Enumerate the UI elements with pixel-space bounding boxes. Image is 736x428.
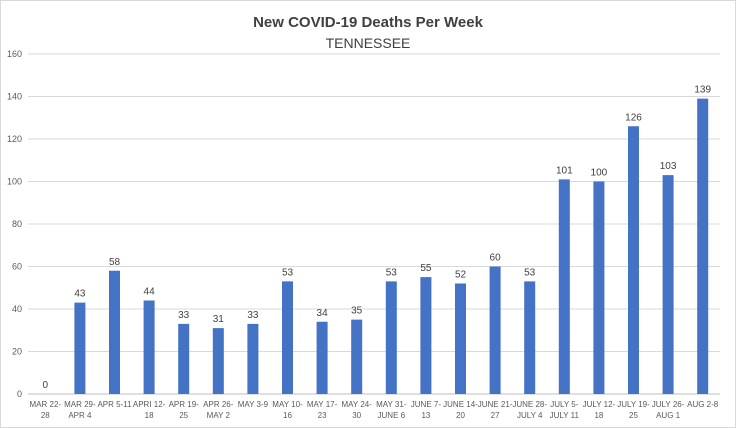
data-label: 43 [74,289,86,300]
chart-subtitle: TENNESSEE [325,35,411,51]
bar [109,270,120,394]
data-label: 53 [386,267,398,278]
data-labels: 0 43 58 44 33 31 33 53 34 35 53 55 52 60 53 101 100 126 10… [43,85,712,391]
x-tick-label: APR 26- [203,400,234,409]
x-tick-label: JUNE 28- [512,400,547,409]
bar [489,266,501,394]
bar [212,328,224,394]
bar [178,323,190,394]
chart-title: New COVID-19 Deaths Per Week [253,14,483,31]
x-tick-label: MAY 2 [207,411,231,420]
x-tick-label: JULY 11 [550,411,580,420]
y-tick-label: 160 [7,49,22,59]
x-tick-label: 18 [594,411,603,420]
y-axis: 0 20 40 60 80 100 120 140 160 [7,49,22,399]
bar [351,319,363,394]
x-tick-label: MAY 3-9 [238,400,269,409]
y-tick-label: 80 [12,219,22,229]
x-tick-label: JULY 5- [550,400,578,409]
bar [662,175,674,394]
y-tick-label: 100 [7,177,22,187]
bar [420,277,432,394]
data-label: 126 [625,112,642,123]
x-axis: MAR 22- 28 MAR 29- APR 4 APR 5-11 APRI 12- 18 A… [30,400,719,420]
x-tick-label: MAY 31- [376,400,407,409]
x-tick-label: APR 5-11 [97,400,132,409]
data-label: 31 [213,314,225,325]
gridlines [28,53,720,395]
x-tick-label: AUG 2-8 [687,400,719,409]
x-tick-label: JULY 4 [517,411,543,420]
bar [316,321,328,394]
data-label: 0 [43,380,49,391]
x-tick-label: 13 [421,411,430,420]
bar [385,281,397,394]
x-tick-label: MAY 24- [342,400,373,409]
x-tick-label: 18 [145,411,154,420]
x-tick-label: 25 [629,411,638,420]
bar [455,283,466,394]
bar [593,181,605,394]
bar [143,300,155,394]
x-tick-label: 20 [456,411,465,420]
data-label: 35 [351,306,363,317]
data-label: 55 [420,263,432,274]
data-label: 33 [178,310,190,321]
x-tick-label: JUNE 21- [478,400,513,409]
x-tick-label: MAR 22- [30,400,62,409]
x-tick-label: AUG 1 [656,411,681,420]
data-label: 101 [556,165,573,176]
y-tick-label: 20 [12,347,22,357]
x-tick-label: MAR 29- [64,400,96,409]
x-tick-label: 23 [318,411,327,420]
x-tick-label: MAY 10- [272,400,303,409]
x-tick-label: 30 [352,411,361,420]
bar [697,98,709,394]
y-tick-label: 40 [12,304,22,314]
bar [628,126,639,394]
x-tick-label: JULY 12- [583,400,616,409]
data-label: 33 [247,310,259,321]
data-label: 53 [282,267,294,278]
y-tick-label: 0 [17,389,22,399]
x-tick-label: 16 [283,411,292,420]
data-label: 60 [490,253,502,264]
x-tick-label: APRI 12- [133,400,166,409]
x-tick-label: APR 19- [169,400,200,409]
data-label: 53 [524,267,536,278]
x-tick-label: JUNE 7- [411,400,442,409]
bar [74,302,86,394]
bar [524,281,536,394]
bars [74,98,709,394]
y-tick-label: 140 [7,92,22,102]
x-tick-label: JUNE 14- [443,400,478,409]
data-label: 44 [144,287,156,298]
data-label: 103 [660,161,677,172]
data-label: 58 [109,257,121,268]
data-label: 139 [694,85,711,96]
data-label: 34 [317,308,329,319]
bar [558,179,570,394]
data-label: 100 [591,168,608,179]
x-tick-label: JULY 26- [652,400,685,409]
data-label: 52 [455,270,467,281]
x-tick-label: JULY 19- [617,400,650,409]
y-tick-label: 120 [7,134,22,144]
x-tick-label: 28 [41,411,50,420]
x-tick-label: MAY 17- [307,400,338,409]
x-tick-label: 27 [491,411,500,420]
x-tick-label: JUNE 6 [378,411,406,420]
bar [282,281,293,394]
y-tick-label: 60 [12,262,22,272]
x-tick-label: APR 4 [68,411,92,420]
x-tick-label: 25 [179,411,188,420]
bar [247,323,259,394]
